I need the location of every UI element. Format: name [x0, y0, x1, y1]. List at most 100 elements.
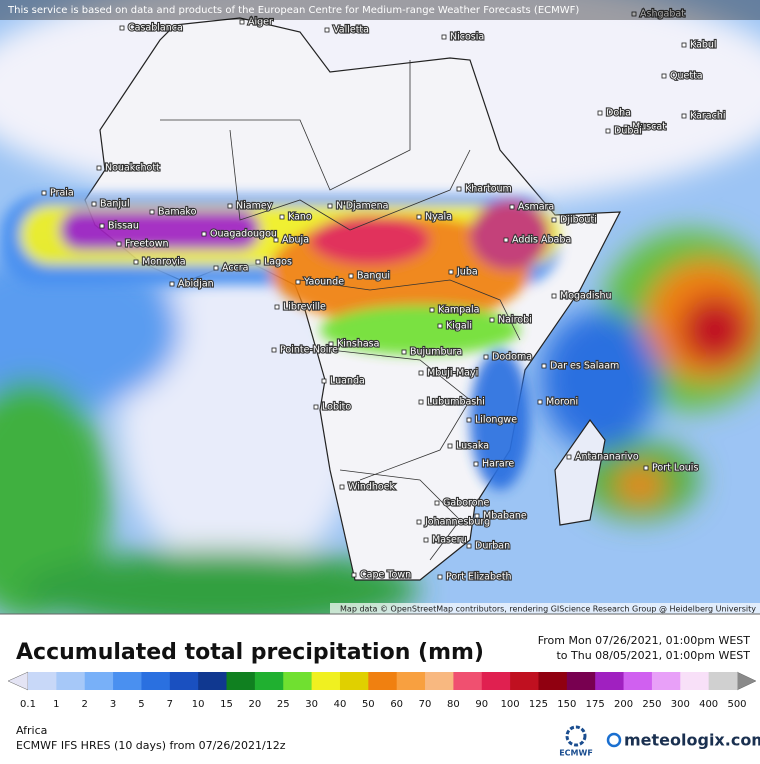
legend-label: 80: [447, 699, 460, 710]
legend-label: 50: [362, 699, 375, 710]
city-marker: [169, 281, 175, 287]
city-marker: [537, 399, 543, 405]
city-label: Durban: [475, 541, 510, 552]
city-label: Dubai: [614, 126, 642, 137]
city-marker: [437, 323, 443, 329]
city-label: Khartoum: [465, 184, 512, 195]
city-label: Banjul: [100, 199, 130, 210]
city-label: Bangui: [357, 271, 390, 282]
city-label: Port Elizabeth: [446, 572, 512, 583]
city-label: Lubumbashi: [427, 397, 485, 408]
legend-high-arrow: [736, 671, 757, 691]
city-marker: [643, 465, 649, 471]
city-marker: [339, 484, 345, 490]
legend-swatch: [425, 672, 454, 690]
city-marker: [149, 209, 155, 215]
city-marker: [116, 241, 122, 247]
city-label: Juba: [456, 267, 478, 278]
city-marker: [351, 572, 357, 578]
city-marker: [96, 165, 102, 171]
legend-label: 150: [557, 699, 576, 710]
city-label: Nairobi: [498, 315, 532, 326]
site-icon: [606, 732, 622, 748]
city-label: Harare: [482, 459, 514, 470]
city-marker: [661, 73, 667, 79]
city-marker: [324, 27, 330, 33]
region: Africa: [16, 724, 47, 737]
legend-label: 400: [699, 699, 718, 710]
legend-swatch: [198, 672, 228, 690]
city-label: Libreville: [283, 302, 326, 313]
legend-label: 2: [82, 699, 88, 710]
city-label: Lagos: [264, 257, 292, 268]
city-label: Johannesburg: [424, 517, 490, 528]
city-marker: [473, 461, 479, 467]
legend-label: 500: [727, 699, 746, 710]
city-marker: [681, 42, 687, 48]
legend-swatch: [396, 672, 426, 690]
legend-label: 70: [419, 699, 432, 710]
legend-swatch: [339, 672, 369, 690]
city-label: Windhoek: [348, 482, 396, 493]
city-marker: [429, 307, 435, 313]
city-marker: [239, 19, 245, 25]
city-label: Muscat: [632, 122, 666, 133]
city-label: Abidjan: [178, 279, 214, 290]
city-label: Freetown: [125, 239, 169, 250]
city-label: Abuja: [282, 235, 309, 246]
legend-swatch: [84, 672, 114, 690]
legend-swatch: [141, 672, 171, 690]
site-logo[interactable]: meteologix.com: [624, 731, 760, 750]
city-marker: [416, 214, 422, 220]
legend-swatch: [651, 672, 681, 690]
legend-label: 90: [475, 699, 488, 710]
map: Casablanca Alger Valletta Nicosia Ashgabat Ka…: [0, 0, 760, 614]
city-marker: [456, 186, 462, 192]
city-label: Doha: [606, 108, 631, 119]
city-label: Nicosia: [450, 32, 484, 43]
city-marker: [503, 237, 509, 243]
legend-swatch: [56, 672, 86, 690]
city-marker: [541, 363, 547, 369]
legend-label: 10: [192, 699, 205, 710]
city-marker: [597, 110, 603, 116]
legend-swatch: [708, 672, 738, 690]
legend-swatch: [623, 672, 653, 690]
city-labels: Casablanca Alger Valletta Nicosia Ashgabat Ka…: [41, 7, 727, 584]
legend-label: 40: [334, 699, 347, 710]
city-marker: [279, 214, 285, 220]
city-marker: [213, 265, 219, 271]
city-label: Nouakchott: [105, 163, 160, 174]
city-label: Casablanca: [128, 23, 183, 34]
city-label: Kampala: [438, 305, 479, 316]
city-marker: [447, 443, 453, 449]
city-label: Quetta: [670, 71, 703, 82]
legend-swatch: [254, 672, 284, 690]
legend-swatch: [481, 672, 511, 690]
city-label: Valletta: [333, 25, 369, 36]
legend-swatch: [283, 672, 313, 690]
city-label: Yaounde: [303, 277, 344, 288]
city-marker: [441, 34, 447, 40]
city-marker: [295, 279, 301, 285]
city-label: Kabul: [690, 40, 717, 51]
city-label: Maseru: [432, 535, 467, 546]
legend-swatch: [566, 672, 596, 690]
legend-swatch: [680, 672, 710, 690]
city-marker: [418, 399, 424, 405]
legend-label: 250: [642, 699, 661, 710]
city-label: Addis Ababa: [512, 235, 571, 246]
city-label: Ouagadougou: [210, 229, 277, 240]
city-label: Port Louis: [652, 463, 698, 474]
city-label: Ashgabat: [640, 9, 685, 20]
city-label: Cape Town: [360, 570, 411, 581]
legend-label: 1: [53, 699, 59, 710]
city-label: Gaborone: [443, 498, 490, 509]
city-marker: [416, 519, 422, 525]
city-label: Asmara: [518, 202, 554, 213]
legend-label: 300: [671, 699, 690, 710]
city-label: Mbabane: [483, 511, 527, 522]
city-label: Dodoma: [492, 352, 532, 363]
city-label: Niamey: [236, 201, 273, 212]
